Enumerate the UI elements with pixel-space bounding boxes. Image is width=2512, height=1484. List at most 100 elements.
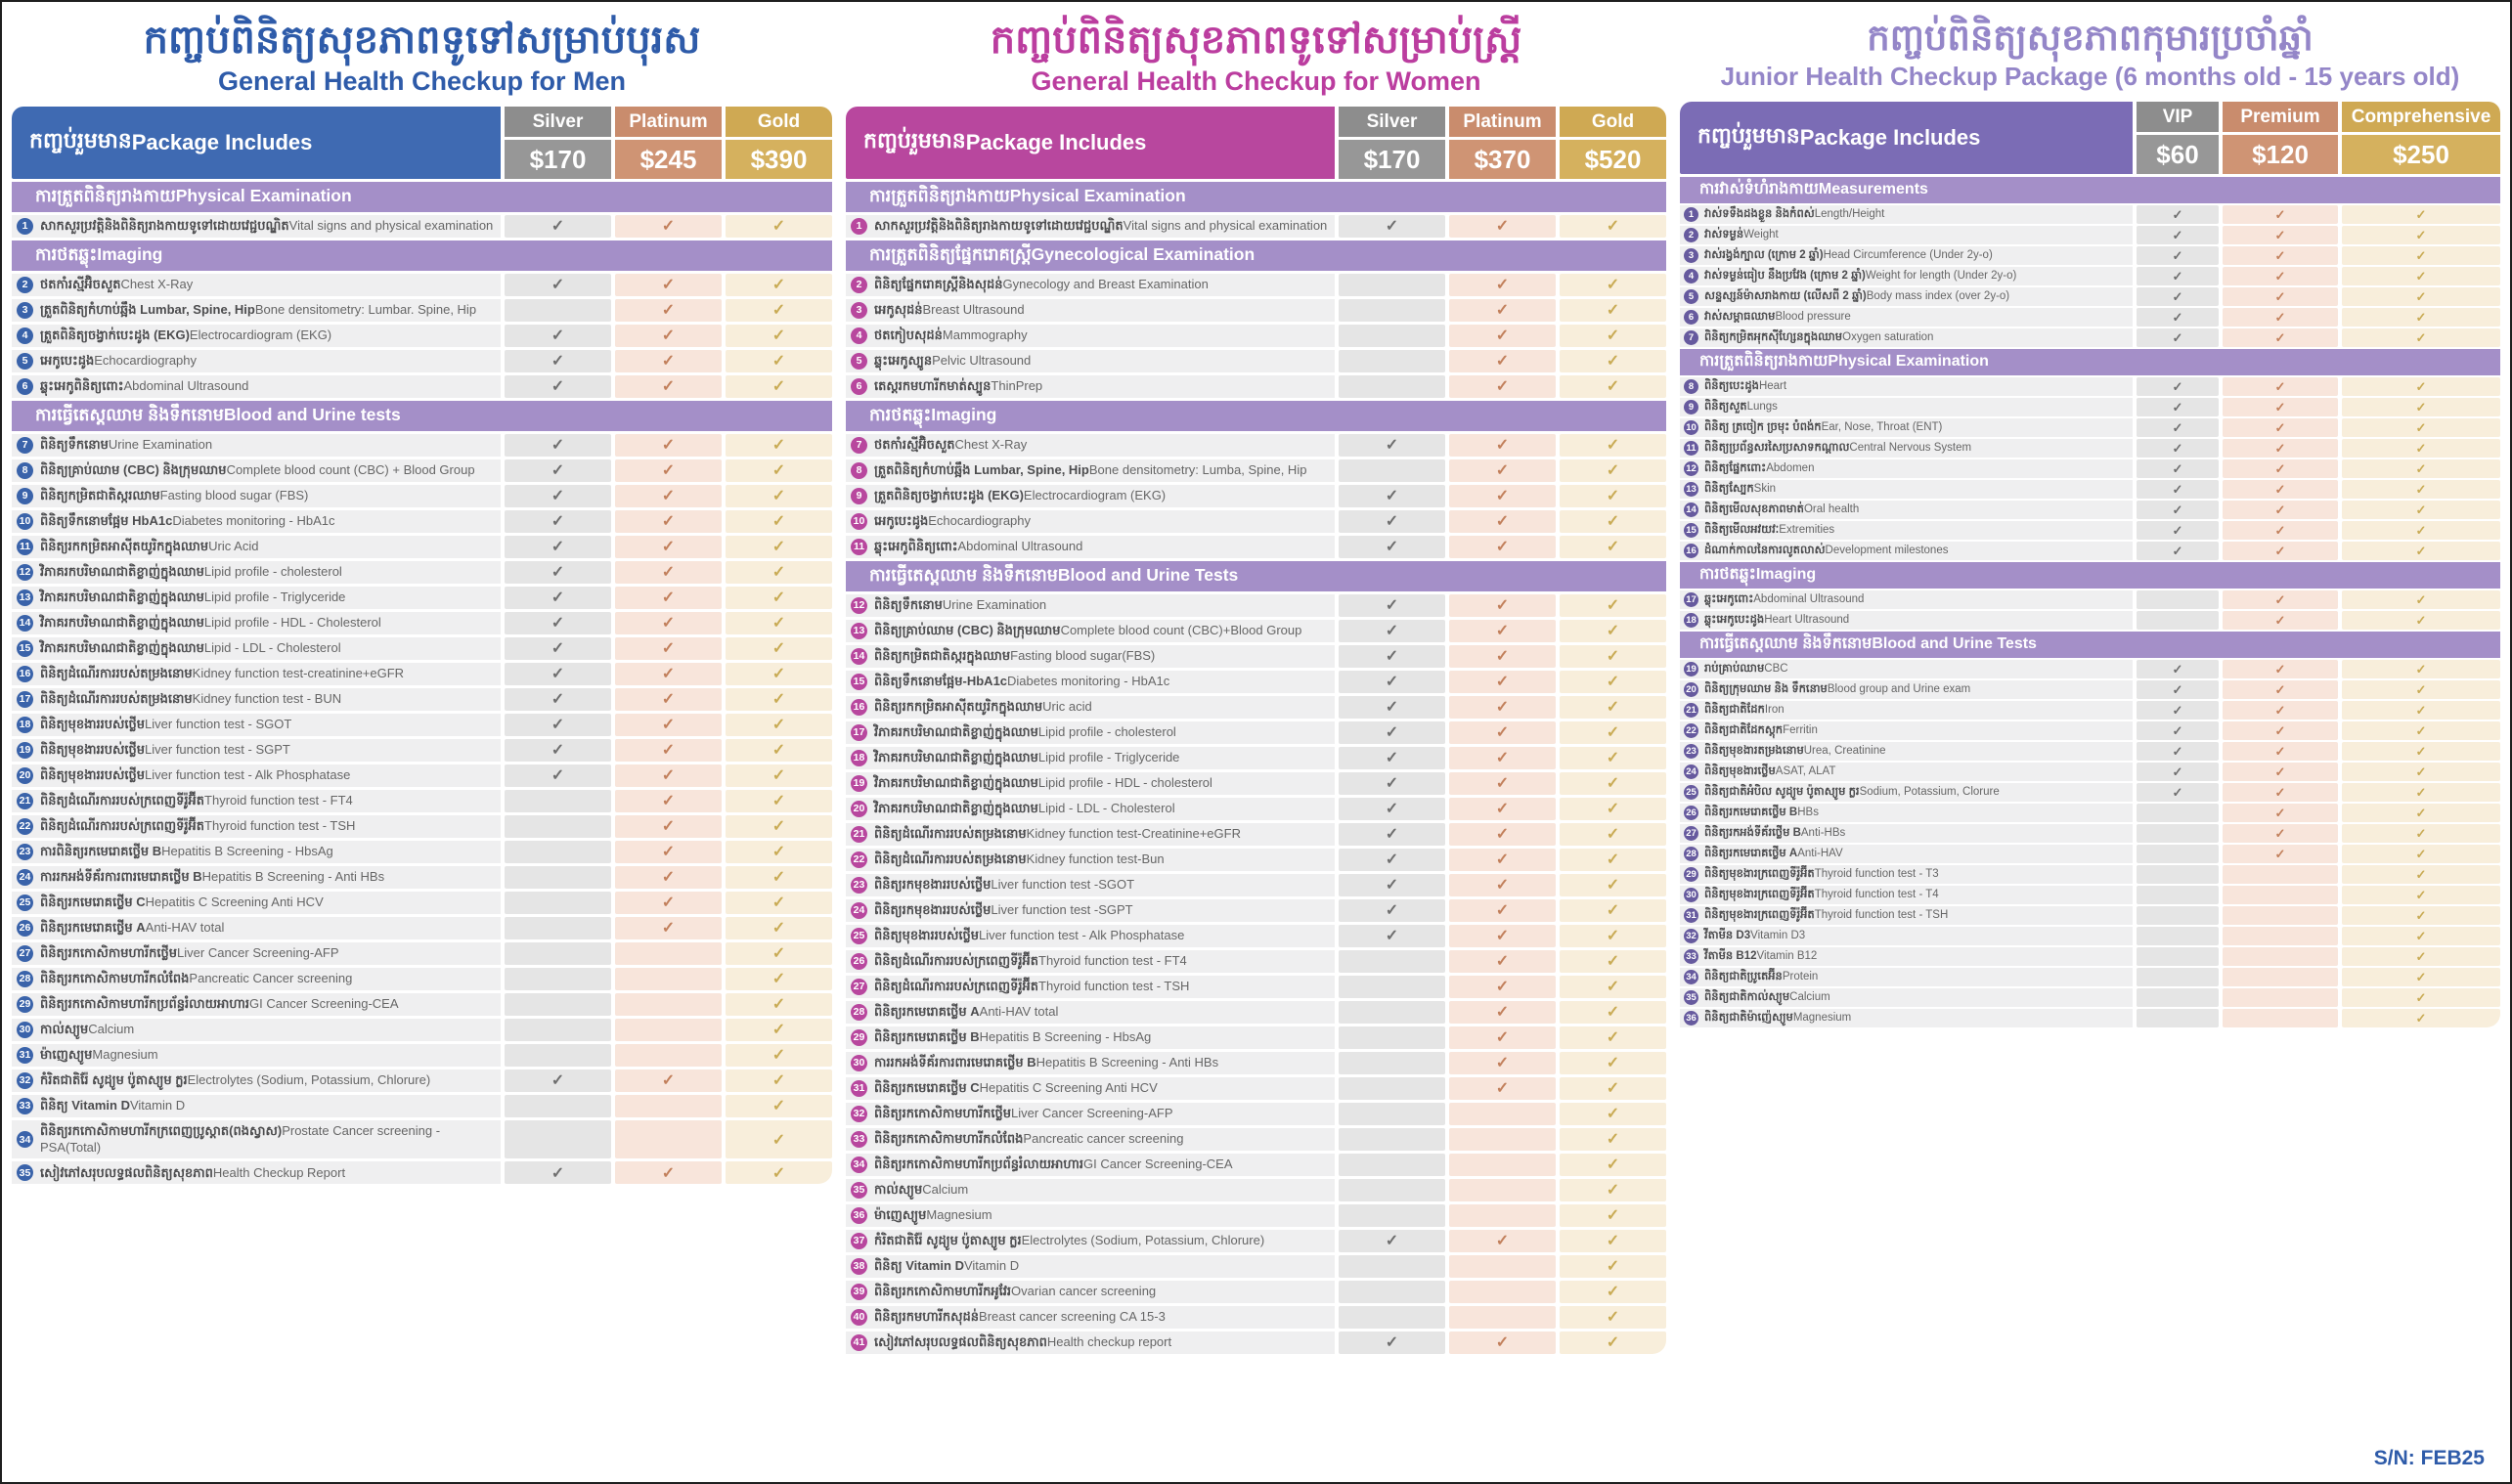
row-number-badge: 26 bbox=[851, 952, 867, 970]
check-cell: ✓ bbox=[615, 1161, 722, 1185]
check-cell: ✓ bbox=[615, 611, 722, 634]
check-icon: ✓ bbox=[1385, 648, 1399, 666]
check-cell: ✓ bbox=[2342, 267, 2500, 286]
row-label-cell: 39 ពិនិត្យរកកោសិកាមហារីកអូវែរOvarian can… bbox=[846, 1280, 1335, 1303]
check-cell: ✓ bbox=[1449, 670, 1556, 693]
row-label: ដំណាក់កាលនៃការលូតលាស់Development milesto… bbox=[1704, 544, 1949, 556]
row-label-cell: 24 ពិនិត្យមុខងារថ្លើមASAT, ALAT bbox=[1680, 763, 2133, 782]
check-cell: ✓ bbox=[2137, 783, 2219, 803]
check-icon: ✓ bbox=[661, 539, 676, 556]
check-cell: ✓ bbox=[2137, 521, 2219, 541]
row-number-badge: 29 bbox=[851, 1028, 867, 1046]
row-label-cell: 26 ពិនិត្យដំណើរការរបស់ក្រពេញទីរ៉ូអ៊ីតThy… bbox=[846, 949, 1335, 973]
row-number-badge: 27 bbox=[851, 978, 867, 995]
check-cell: ✓ bbox=[615, 891, 722, 914]
check-cells: ✓ ✓ ✓ bbox=[2137, 287, 2500, 307]
check-cell: ✓ bbox=[2342, 763, 2500, 782]
check-icon: ✓ bbox=[2274, 543, 2286, 558]
check-cells: ✓ bbox=[2137, 927, 2500, 946]
check-icon: ✓ bbox=[2172, 502, 2183, 517]
check-icon: ✓ bbox=[2172, 460, 2183, 476]
check-cells: ✓ ✓ ✓ bbox=[505, 1069, 832, 1092]
check-icon: ✓ bbox=[1495, 801, 1510, 818]
check-cell: ✓ bbox=[726, 891, 832, 914]
check-icon: ✓ bbox=[1606, 437, 1620, 455]
tier-column-header: Silver $170 bbox=[1339, 107, 1445, 180]
check-icon: ✓ bbox=[2172, 329, 2183, 345]
row-label-cell: 4 វាស់ទម្ងន់ធៀប នឹងប្រវែង (ក្រោម 2 ឆ្នាំ… bbox=[1680, 267, 2133, 286]
row-label-cell: 4 ត្រួតពិនិត្យចង្វាក់បេះដូង (EKG)Electro… bbox=[12, 324, 501, 347]
row-label: ការរកអង់ទីគ័រការពារមេរោគថ្លើម BHepatitis… bbox=[874, 1054, 1219, 1069]
check-icon: ✓ bbox=[1385, 539, 1399, 556]
check-cell bbox=[2137, 1009, 2219, 1028]
row-number-badge: 2 bbox=[1684, 228, 1698, 243]
row-number-badge: 14 bbox=[1684, 502, 1698, 518]
row-number-badge: 8 bbox=[851, 461, 867, 479]
check-cell: ✓ bbox=[726, 941, 832, 965]
row-number-badge: 19 bbox=[17, 741, 33, 759]
section-header: ការធ្វើតេស្តឈាម និងទឹកនោមBlood and Urine… bbox=[12, 400, 832, 431]
section-header: ការធ្វើតេស្តឈាម និងទឹកនោមBlood and Urine… bbox=[1680, 632, 2500, 659]
check-cell: ✓ bbox=[615, 298, 722, 322]
check-icon: ✓ bbox=[771, 488, 786, 505]
row-label-cell: 16 ដំណាក់កាលនៃការលូតលាស់Development mile… bbox=[1680, 542, 2133, 561]
table-row: 31 ម៉ាញេស្យូមMagnesium ✓ bbox=[12, 1043, 832, 1067]
check-cell: ✓ bbox=[1560, 1254, 1666, 1278]
row-label-cell: 28 ពិនិត្យរកកោសិកាមហារីកលំពែងPancreatic … bbox=[12, 967, 501, 990]
check-icon: ✓ bbox=[551, 742, 565, 760]
check-icon: ✓ bbox=[661, 640, 676, 658]
table-row: 12 ពិនិត្យផ្នែកពោះAbdomen ✓ ✓ ✓ bbox=[1680, 459, 2500, 479]
table-row: 17 ឆ្លុះអេកូពោះAbdominal Ultrasound ✓ ✓ bbox=[1680, 590, 2500, 610]
table-row: 10 អេកូបេះដូងEchocardiography ✓ ✓ ✓ bbox=[846, 509, 1666, 533]
row-label: សាកសួរប្រវត្តិនិងពិនិត្យរាងកាយទូទៅដោយវេជ… bbox=[40, 217, 494, 233]
row-label: វីតាមីន D3Vitamin D3 bbox=[1704, 929, 1806, 941]
check-cell bbox=[2137, 804, 2219, 823]
table-row: 18 វិភាគរកបរិមាណជាតិខ្លាញ់ក្នុងឈាមLipid … bbox=[846, 746, 1666, 769]
row-label-cell: 11 ពិនិត្យប្រព័ន្ធសរសៃប្រសាទកណ្ដាលCentra… bbox=[1680, 439, 2133, 458]
check-icon: ✓ bbox=[2415, 419, 2427, 435]
row-label-cell: 17 ឆ្លុះអេកូពោះAbdominal Ultrasound bbox=[1680, 590, 2133, 610]
table-row: 4 ត្រួតពិនិត្យចង្វាក់បេះដូង (EKG)Electro… bbox=[12, 324, 832, 347]
check-cell bbox=[1339, 1102, 1445, 1125]
check-cell bbox=[615, 1119, 722, 1159]
row-label: ពិនិត្យរកមេរោគថ្លើម BHepatitis B Screeni… bbox=[874, 1028, 1152, 1044]
check-icon: ✓ bbox=[2274, 502, 2286, 517]
check-icon: ✓ bbox=[1606, 1029, 1620, 1047]
table-row: 8 ពិនិត្យបេះដូងHeart ✓ ✓ ✓ bbox=[1680, 377, 2500, 397]
check-icon: ✓ bbox=[1606, 378, 1620, 396]
check-cell: ✓ bbox=[2223, 783, 2338, 803]
row-label-cell: 20 វិភាគរកបរិមាណជាតិខ្លាញ់ក្នុងឈាមLipid … bbox=[846, 797, 1335, 820]
row-number-badge: 28 bbox=[17, 970, 33, 987]
table-row: 4 ថតកៀបសុដន់Mammography ✓ ✓ bbox=[846, 324, 1666, 347]
check-cell: ✓ bbox=[1560, 214, 1666, 238]
check-cell: ✓ bbox=[1449, 1051, 1556, 1074]
check-cells: ✓ ✓ bbox=[2137, 824, 2500, 844]
check-icon: ✓ bbox=[2172, 419, 2183, 435]
check-cell: ✓ bbox=[2137, 328, 2219, 348]
row-label: ពិនិត្យរកមុខងាររបស់ថ្លើមLiver function t… bbox=[874, 901, 1133, 917]
check-cell: ✓ bbox=[2223, 845, 2338, 864]
check-icon: ✓ bbox=[1606, 928, 1620, 945]
table-row: 10 ពិនិត្យទឹកនោមផ្អែម HbA1cDiabetes moni… bbox=[12, 509, 832, 533]
row-label-cell: 27 ពិនិត្យរកកោសិកាមហារីកថ្លើមLiver Cance… bbox=[12, 941, 501, 965]
check-cell: ✓ bbox=[2342, 205, 2500, 225]
row-number-badge: 20 bbox=[17, 766, 33, 784]
check-cell: ✓ bbox=[505, 764, 611, 787]
row-label: ពិនិត្យជាតិម៉ាញ៉េស្យូមMagnesium bbox=[1704, 1011, 1852, 1024]
row-label-cell: 17 ពិនិត្យដំណើរការរបស់តម្រងនោមKidney fun… bbox=[12, 687, 501, 711]
check-icon: ✓ bbox=[1606, 539, 1620, 556]
row-label-cell: 21 ពិនិត្យដំណើរការរបស់ក្រពេញទីរ៉ូអ៊ីតThy… bbox=[12, 789, 501, 812]
row-number-badge: 24 bbox=[851, 901, 867, 919]
check-cell: ✓ bbox=[2223, 267, 2338, 286]
table-row: 1 វាស់ទទឹងដងខ្លួន និងកំពស់Length/Height … bbox=[1680, 205, 2500, 225]
check-cell: ✓ bbox=[1560, 1153, 1666, 1176]
row-label: ពិនិត្យរកកោសិកាមហារីកលំពែងPancreatic Can… bbox=[40, 970, 353, 985]
check-icon: ✓ bbox=[771, 742, 786, 760]
check-cell: ✓ bbox=[2342, 660, 2500, 679]
check-icon: ✓ bbox=[2274, 661, 2286, 677]
table-row: 33 ពិនិត្យរកកោសិកាមហារីកលំពែងPancreatic … bbox=[846, 1127, 1666, 1151]
check-icon: ✓ bbox=[2415, 722, 2427, 738]
table-row: 33 ពិនិត្យ Vitamin DVitamin D ✓ bbox=[12, 1094, 832, 1117]
check-icon: ✓ bbox=[551, 666, 565, 683]
row-number-badge: 22 bbox=[851, 851, 867, 868]
